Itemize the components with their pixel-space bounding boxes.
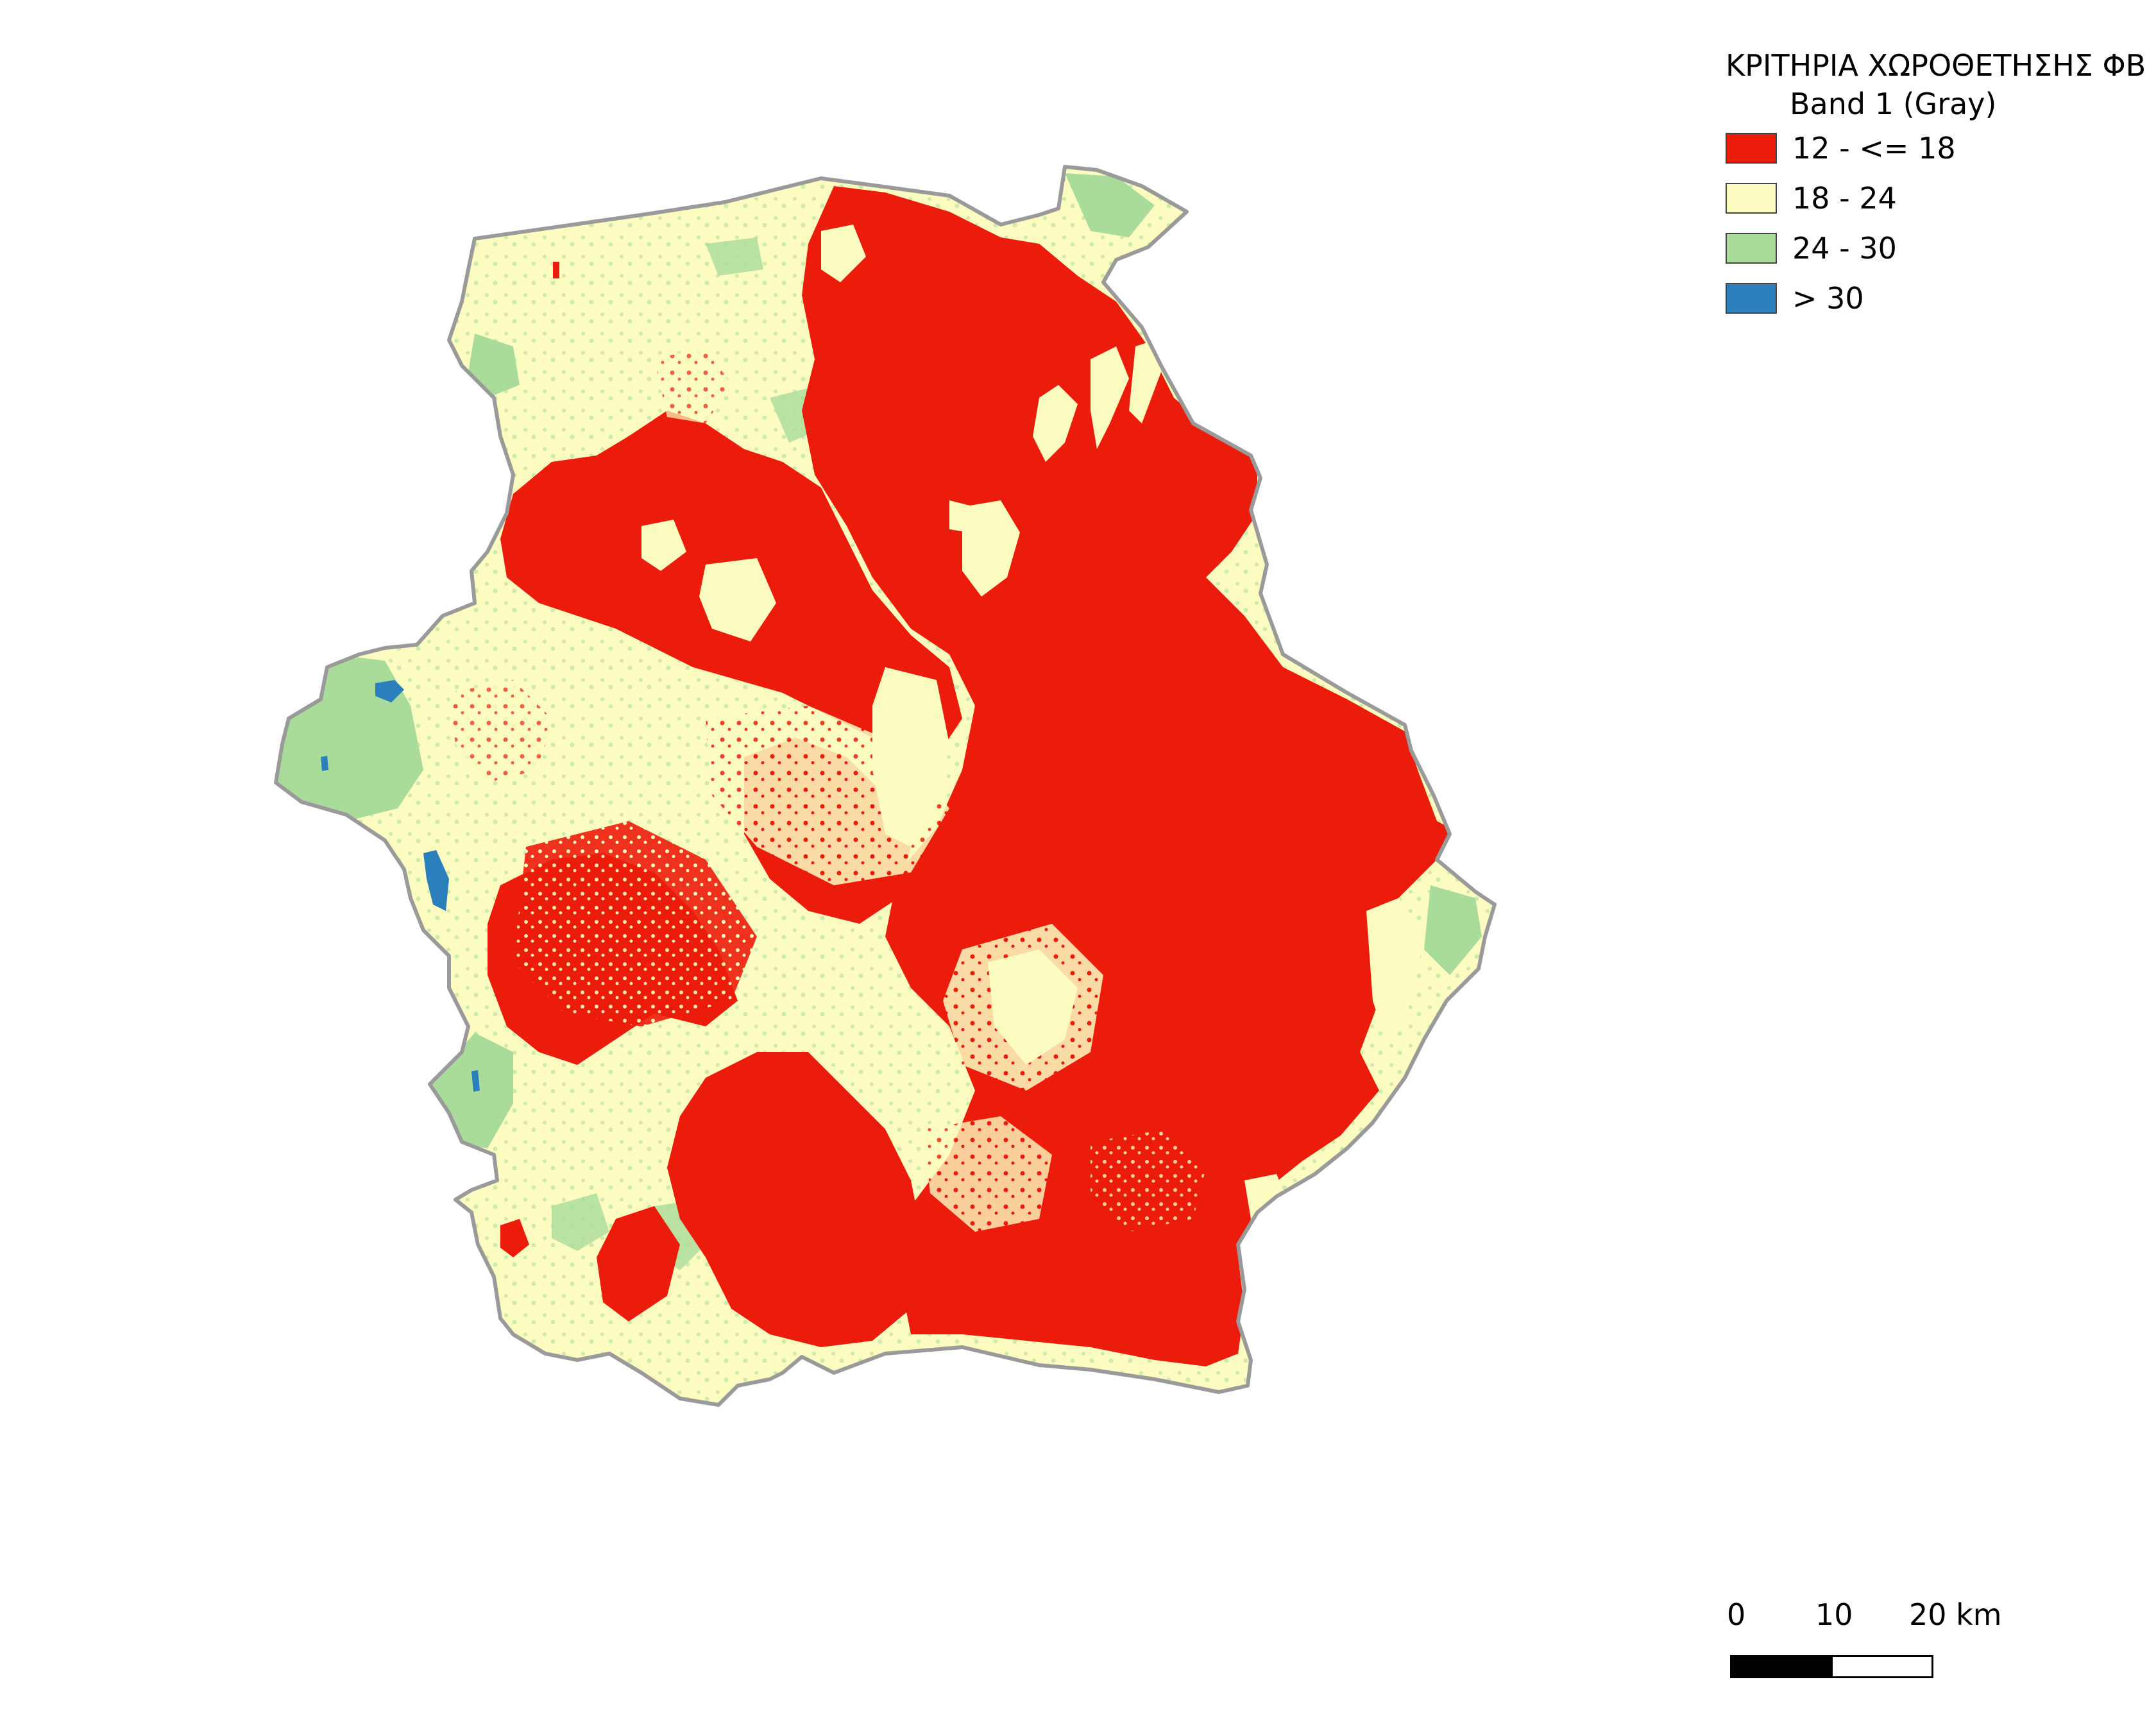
legend-swatch-yellow <box>1726 183 1777 214</box>
legend-label-yellow: 18 - 24 <box>1792 181 1897 216</box>
legend-swatch-red <box>1726 133 1777 164</box>
legend-band-label: Band 1 (Gray) <box>1790 87 1997 121</box>
scale-label-10: 10 <box>1815 1597 1853 1632</box>
legend-item-green: 24 - 30 <box>1726 223 2149 273</box>
raster-layer <box>276 167 1495 1405</box>
map-legend: ΚΡΙΤΗΡΙΑ ΧΩΡΟΘΕΤΗΣΗΣ ΦΒ Band 1 (Gray) 12… <box>1726 46 2149 323</box>
scale-label-20: 20 km <box>1909 1597 2002 1632</box>
raster-red-east <box>802 186 1463 1366</box>
legend-label-red: 12 - <= 18 <box>1792 131 1956 166</box>
legend-item-blue: > 30 <box>1726 273 2149 323</box>
raster-blue-lake-1 <box>375 680 404 702</box>
legend-label-blue: > 30 <box>1792 281 1864 316</box>
legend-item-yellow: 18 - 24 <box>1726 173 2149 223</box>
scale-bar-black-segment <box>1730 1655 1833 1678</box>
legend-title: ΚΡΙΤΗΡΙΑ ΧΩΡΟΘΕΤΗΣΗΣ ΦΒ <box>1726 48 2146 83</box>
scale-bar: 0 10 20 km <box>1719 1597 2002 1687</box>
legend-item-red: 12 - <= 18 <box>1726 123 2149 173</box>
scale-label-0: 0 <box>1727 1597 1746 1632</box>
legend-label-green: 24 - 30 <box>1792 231 1897 266</box>
raster-red-southcentral <box>667 1052 924 1347</box>
legend-swatch-green <box>1726 233 1777 264</box>
scale-bar-white-segment <box>1831 1655 1933 1678</box>
legend-swatch-blue <box>1726 283 1777 314</box>
